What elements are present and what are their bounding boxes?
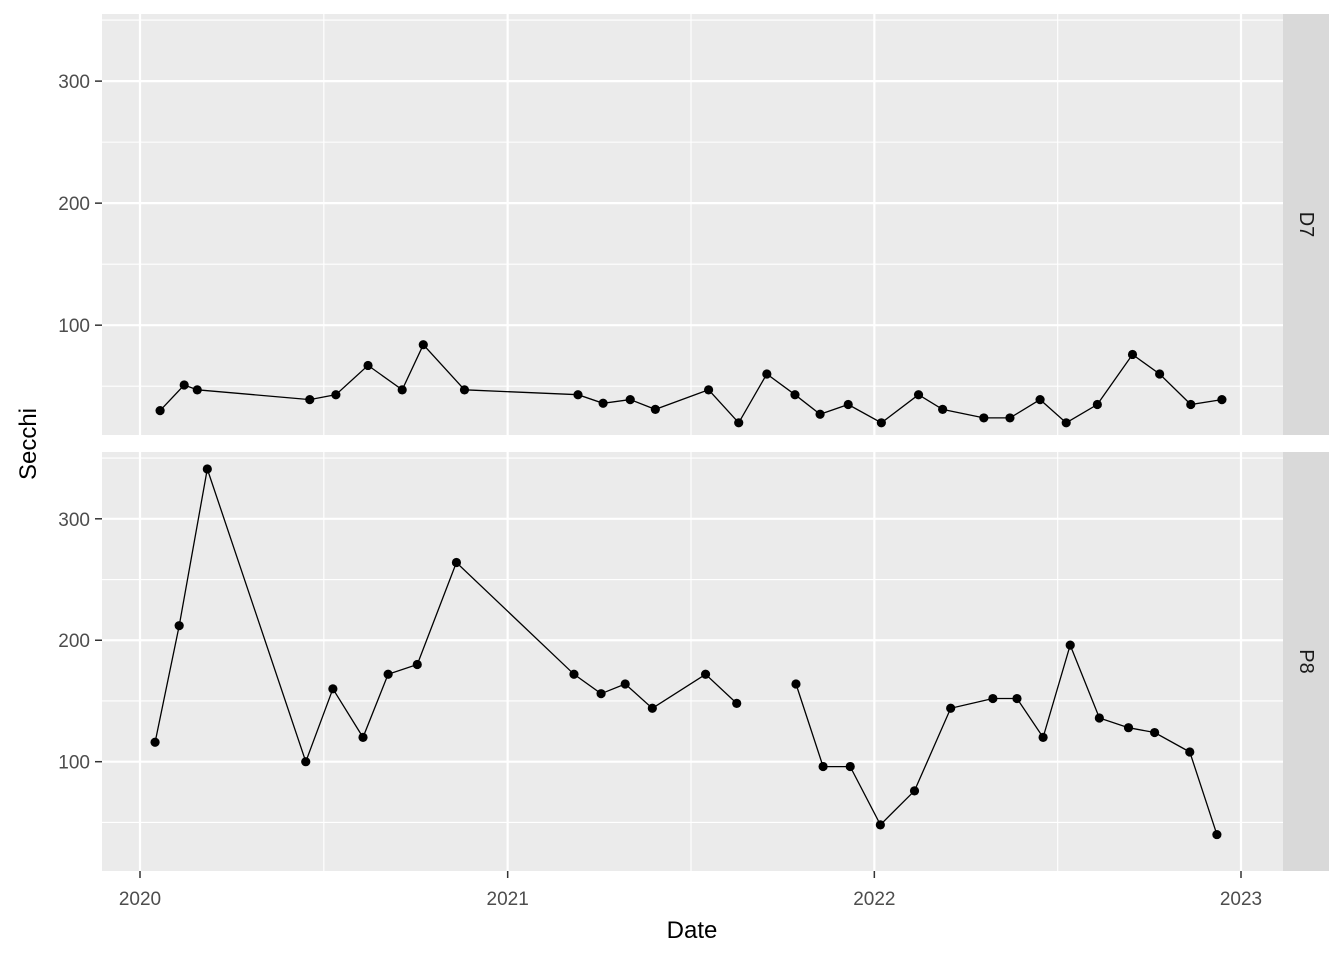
data-point xyxy=(192,385,202,395)
y-tick-label: 200 xyxy=(58,194,90,215)
y-axis-title: Secchi xyxy=(15,408,42,480)
data-point xyxy=(979,413,989,423)
data-point xyxy=(762,369,772,379)
data-point xyxy=(569,669,579,679)
data-point xyxy=(174,621,184,631)
data-point xyxy=(305,395,315,405)
data-point xyxy=(1185,747,1195,757)
data-point xyxy=(412,659,422,670)
data-point xyxy=(202,464,212,474)
data-point xyxy=(1094,713,1104,723)
data-point xyxy=(1092,399,1102,410)
data-point xyxy=(647,703,657,713)
data-point xyxy=(1217,395,1227,405)
y-tick-label: 300 xyxy=(58,72,90,93)
data-point xyxy=(650,404,660,414)
data-point xyxy=(328,684,338,694)
data-point xyxy=(988,693,998,704)
data-point xyxy=(150,737,160,747)
data-point xyxy=(179,380,189,390)
data-point xyxy=(1186,399,1196,410)
data-point xyxy=(815,409,825,419)
data-point xyxy=(734,418,744,428)
data-point xyxy=(1038,732,1048,743)
data-point xyxy=(1155,369,1165,379)
data-point xyxy=(1065,640,1075,650)
data-point xyxy=(1005,413,1015,423)
data-point xyxy=(620,679,630,689)
chart-panels: 100 200 300 D7 100 200 300 P8 xyxy=(58,14,1329,871)
data-point xyxy=(397,385,407,395)
data-point xyxy=(1212,829,1222,840)
data-point xyxy=(331,390,341,400)
data-point xyxy=(876,418,886,428)
data-point xyxy=(790,390,800,400)
panel-background xyxy=(102,452,1283,871)
data-point xyxy=(418,340,428,350)
facet-strip xyxy=(1283,452,1329,871)
facet-strip-label: D7 xyxy=(1295,212,1317,238)
data-point xyxy=(363,360,373,371)
data-point xyxy=(155,405,165,416)
x-tick-label: 2021 xyxy=(487,889,529,910)
data-point xyxy=(625,395,635,405)
data-point xyxy=(1035,395,1045,405)
data-point xyxy=(451,557,462,568)
data-point xyxy=(596,689,606,699)
x-axis-title: Date xyxy=(667,917,718,944)
data-point xyxy=(700,669,711,679)
data-point xyxy=(732,698,742,709)
data-point xyxy=(909,786,920,796)
data-point xyxy=(938,404,948,414)
y-tick-label: 200 xyxy=(58,631,90,652)
data-point xyxy=(818,761,828,772)
y-tick-label: 100 xyxy=(58,753,90,774)
data-point xyxy=(358,732,368,743)
y-tick-label: 100 xyxy=(58,316,90,337)
data-point xyxy=(598,398,608,408)
x-tick-label: 2023 xyxy=(1220,889,1262,910)
facet-strip xyxy=(1283,14,1329,435)
data-point xyxy=(843,399,853,410)
facet-strip-label: P8 xyxy=(1295,649,1317,673)
data-point xyxy=(459,385,470,395)
data-point xyxy=(301,757,311,767)
data-point xyxy=(1127,349,1138,360)
data-point xyxy=(875,820,885,830)
data-point xyxy=(1061,418,1071,428)
data-point xyxy=(1150,727,1160,738)
data-point xyxy=(383,669,393,679)
data-point xyxy=(845,761,855,772)
data-point xyxy=(573,390,583,400)
x-tick-label: 2020 xyxy=(119,889,161,910)
data-point xyxy=(791,679,801,689)
facet-panel-d7: 100 200 300 D7 xyxy=(58,14,1329,435)
data-point xyxy=(913,390,924,400)
y-tick-label: 300 xyxy=(58,510,90,531)
data-point xyxy=(1123,723,1134,733)
x-axis: 2020 2021 2022 2023 xyxy=(119,871,1262,910)
x-tick-label: 2022 xyxy=(853,889,895,910)
panel-background xyxy=(102,14,1283,435)
data-point xyxy=(703,385,714,395)
data-point xyxy=(1012,693,1022,704)
facet-panel-p8: 100 200 300 P8 xyxy=(58,452,1329,871)
data-point xyxy=(946,703,956,713)
